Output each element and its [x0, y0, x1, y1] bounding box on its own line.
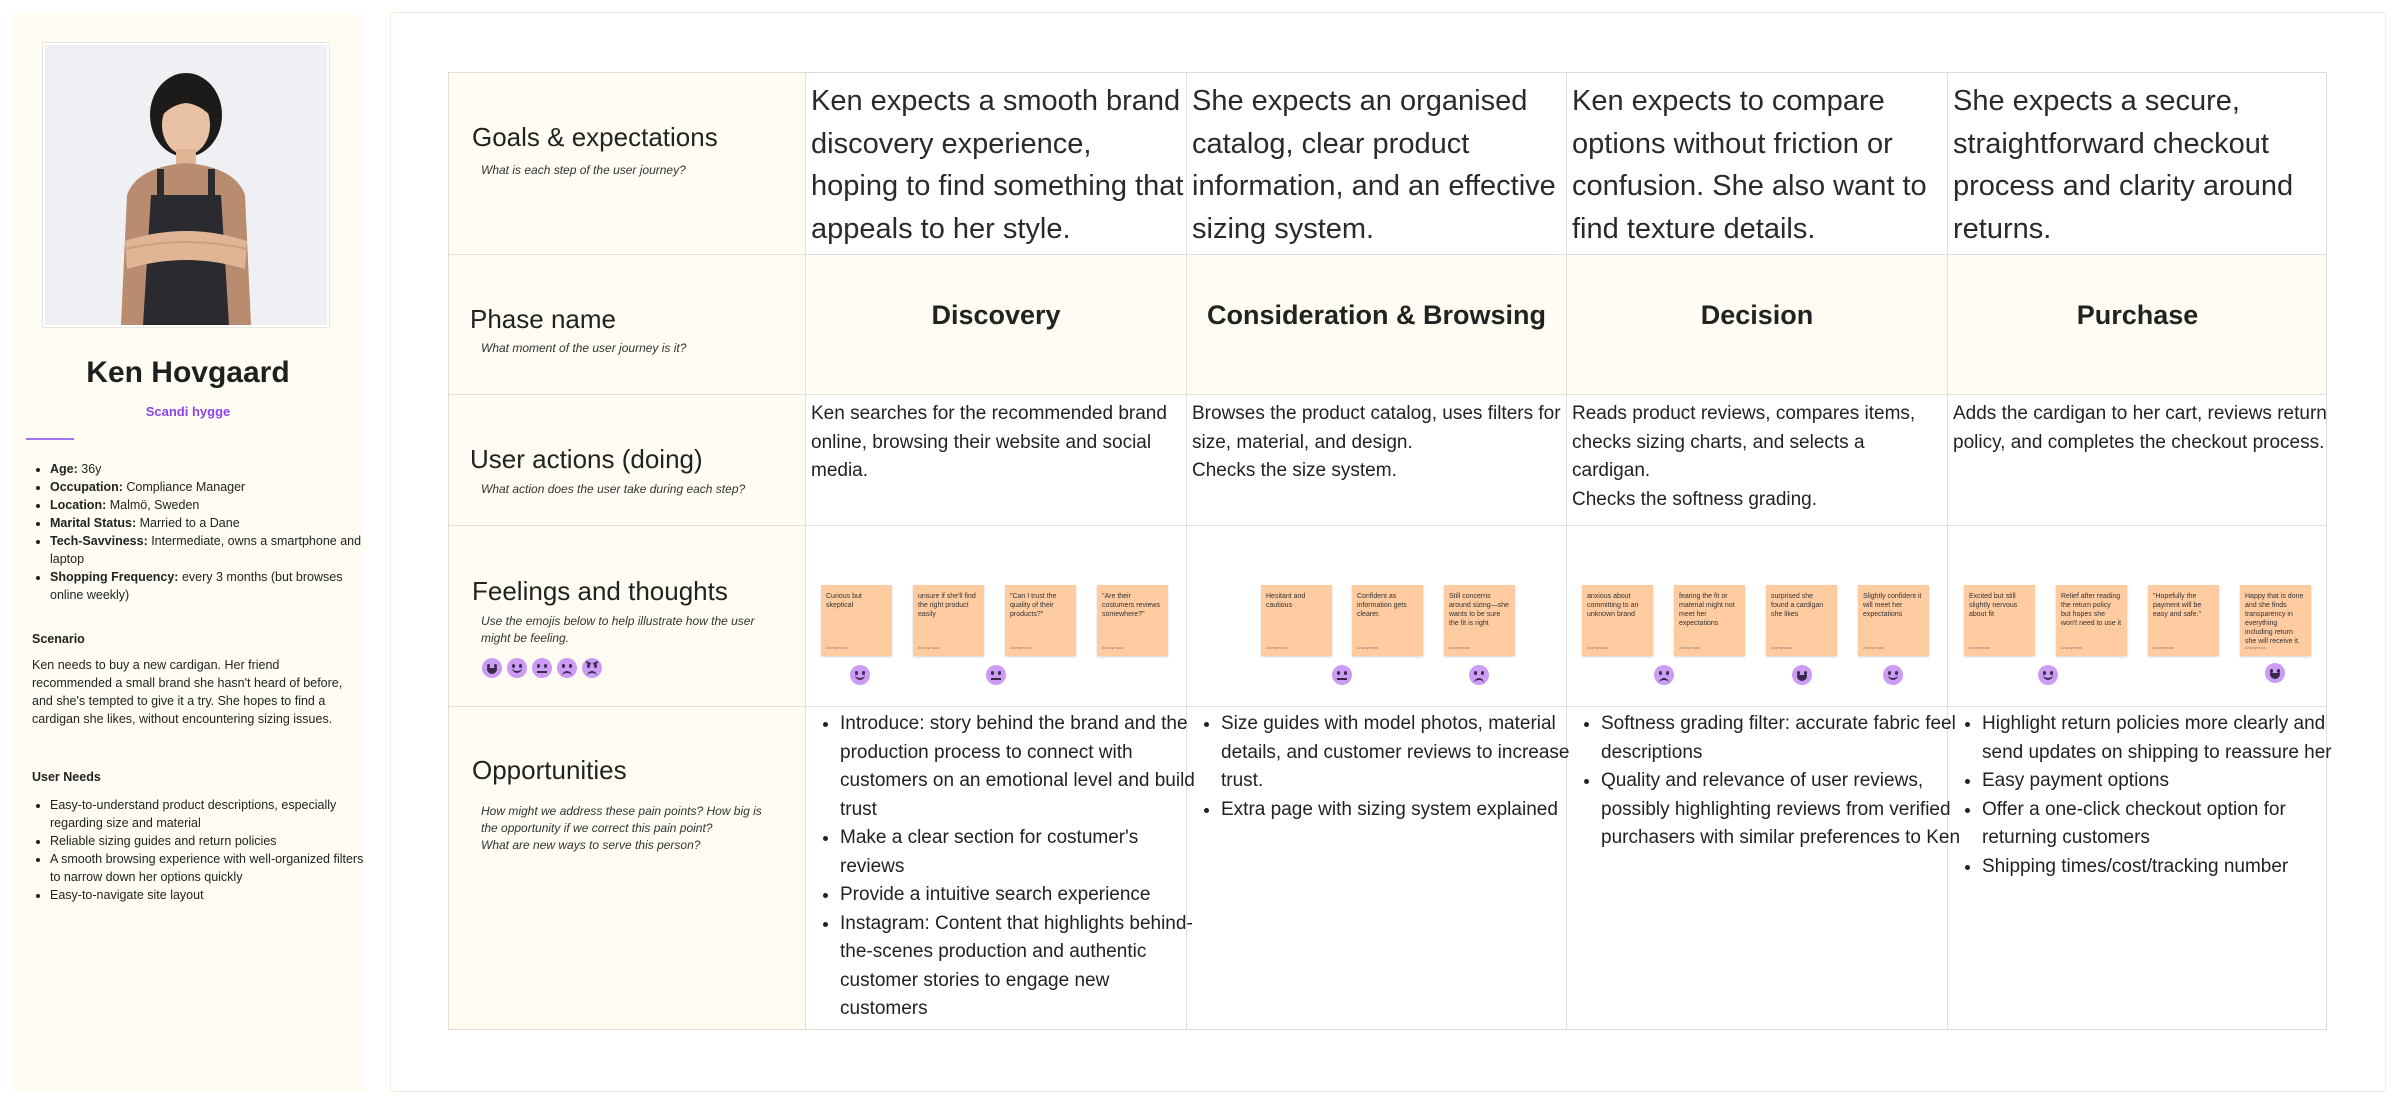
opportunities-decision: Softness grading filter: accurate fabric…: [1572, 710, 1961, 853]
opportunities-discovery: Introduce: story behind the brand and th…: [811, 710, 1200, 1024]
opportunity-item: Provide a intuitive search experience: [840, 881, 1200, 910]
goal-decision: Ken expects to compare options without f…: [1572, 85, 1927, 245]
opportunity-item: Highlight return policies more clearly a…: [1982, 710, 2342, 767]
sad-emoji-icon: [557, 658, 577, 678]
content-emoji-icon: [507, 658, 527, 678]
content-emoji-icon: [850, 665, 870, 685]
opportunity-item: Quality and relevance of user reviews, p…: [1601, 767, 1961, 853]
fact-marital-status: Marital Status: Married to a Dane: [50, 514, 370, 532]
row-title-goals: Goals & expectations: [472, 122, 718, 152]
neutral-emoji-icon: [986, 665, 1006, 685]
phase-consideration: Consideration & Browsing: [1206, 300, 1547, 330]
phase-row-band: [805, 254, 2326, 394]
goal-purchase: She expects a secure, straightforward ch…: [1953, 85, 2294, 245]
user-need-item: Reliable sizing guides and return polici…: [50, 832, 368, 850]
grid-row-divider: [448, 394, 2327, 395]
row-help-goals: What is each step of the user journey?: [481, 163, 686, 177]
persona-photo: [43, 43, 329, 327]
user-need-item: Easy-to-navigate site layout: [50, 886, 368, 904]
user-needs-list: Easy-to-understand product descriptions,…: [32, 796, 368, 904]
grid-row-divider: [448, 525, 2327, 526]
phase-decision: Decision: [1700, 300, 1814, 330]
row-title-phase: Phase name: [470, 304, 616, 334]
sticky-note: unsure if she'll find the right product …: [913, 585, 984, 656]
persona-name: Ken Hovgaard: [86, 356, 290, 389]
persona-panel: Ken Hovgaard Scandi hygge Age: 36y Occup…: [12, 14, 364, 1092]
persona-portrait-illustration: [45, 45, 327, 325]
sad-emoji-icon: [1654, 665, 1674, 685]
user-needs-heading: User Needs: [32, 770, 101, 784]
grid-col-divider: [1566, 72, 1567, 1030]
sticky-note: anxious about committing to an unknown b…: [1582, 585, 1653, 656]
fact-shopping-frequency: Shopping Frequency: every 3 months (but …: [50, 568, 370, 604]
row-title-feelings: Feelings and thoughts: [472, 576, 728, 606]
opportunity-item: Offer a one-click checkout option for re…: [1982, 796, 2342, 853]
persona-divider: [26, 438, 74, 440]
grid-row-divider: [448, 254, 2327, 255]
opportunity-item: Shipping times/cost/tracking number: [1982, 853, 2342, 882]
row-help-opportunities: How might we address these pain points? …: [481, 804, 762, 852]
content-emoji-icon: [2038, 665, 2058, 685]
happy-emoji-icon: [1792, 665, 1812, 685]
row-header-column: [449, 73, 805, 1029]
fact-age: Age: 36y: [50, 460, 370, 478]
journey-grid: [448, 72, 2327, 1030]
grid-col-divider: [1186, 72, 1187, 1030]
sticky-note: Slightly confident it will meet her expe…: [1858, 585, 1929, 656]
sticky-note: "Hopefully the payment will be easy and …: [2148, 585, 2219, 656]
sticky-note: Happy that is done and she finds transpa…: [2240, 585, 2311, 656]
row-help-feelings: Use the emojis below to help illustrate …: [481, 614, 755, 645]
sticky-note: Still concerns around sizing—she wants t…: [1444, 585, 1515, 656]
grid-row-divider: [448, 706, 2327, 707]
persona-facts: Age: 36y Occupation: Compliance Manager …: [32, 460, 370, 604]
sticky-note: Relief after reading the return policy b…: [2056, 585, 2127, 656]
sad-emoji-icon: [1469, 665, 1489, 685]
sticky-note: "Are their costumers reviews somewhere?"…: [1097, 585, 1168, 656]
opportunities-purchase: Highlight return policies more clearly a…: [1953, 710, 2342, 881]
sticky-note: "Can I trust the quality of their produc…: [1005, 585, 1076, 656]
row-help-actions: What action does the user take during ea…: [481, 482, 746, 496]
opportunity-item: Introduce: story behind the brand and th…: [840, 710, 1200, 824]
happy-emoji-icon: [482, 658, 502, 678]
happy-emoji-icon: [2265, 663, 2285, 683]
goal-discovery: Ken expects a smooth brand discovery exp…: [811, 85, 1184, 245]
opportunity-item: Easy payment options: [1982, 767, 2342, 796]
grid-col-divider: [805, 72, 806, 1030]
action-discovery: Ken searches for the recommended brand o…: [811, 403, 1167, 481]
fact-location: Location: Malmö, Sweden: [50, 496, 370, 514]
scenario-heading: Scenario: [32, 632, 85, 646]
phase-discovery: Discovery: [931, 300, 1061, 330]
goal-consideration: She expects an organised catalog, clear …: [1192, 85, 1556, 245]
neutral-emoji-icon: [532, 658, 552, 678]
fact-tech-savviness: Tech-Savviness: Intermediate, owns a sma…: [50, 532, 370, 568]
action-consideration: Browses the product catalog, uses filter…: [1192, 403, 1561, 481]
sticky-note: fearing the fit or material might not me…: [1674, 585, 1745, 656]
persona-subtitle: Scandi hygge: [145, 404, 231, 419]
sticky-note: Excited but still slightly nervous about…: [1964, 585, 2035, 656]
opportunity-item: Softness grading filter: accurate fabric…: [1601, 710, 1961, 767]
sticky-note: Hesitant and cautious Anonymous: [1261, 585, 1332, 656]
opportunity-item: Extra page with sizing system explained: [1221, 796, 1581, 825]
grid-col-divider: [1947, 72, 1948, 1030]
fact-occupation: Occupation: Compliance Manager: [50, 478, 370, 496]
sticky-note: Confident as information gets clearer. An…: [1352, 585, 1423, 656]
opportunity-item: Instagram: Content that highlights behin…: [840, 910, 1200, 1024]
opportunities-consideration: Size guides with model photos, material …: [1192, 710, 1581, 824]
row-title-actions: User actions (doing): [470, 444, 703, 474]
neutral-emoji-icon: [1332, 665, 1352, 685]
row-help-phase: What moment of the user journey is it?: [481, 341, 687, 355]
scenario-text: Ken needs to buy a new cardigan. Her fri…: [32, 658, 343, 726]
user-need-item: Easy-to-understand product descriptions,…: [50, 796, 368, 832]
opportunity-item: Size guides with model photos, material …: [1221, 710, 1581, 796]
phase-purchase: Purchase: [2076, 300, 2199, 330]
action-purchase: Adds the cardigan to her cart, reviews r…: [1953, 403, 2327, 453]
user-need-item: A smooth browsing experience with well-o…: [50, 850, 368, 886]
row-title-opportunities: Opportunities: [472, 755, 627, 785]
sticky-note: Curious but skeptical Anonymous: [821, 585, 892, 656]
angry-emoji-icon: [582, 658, 602, 678]
sticky-note: surprised she found a cardigan she likes…: [1766, 585, 1837, 656]
opportunity-item: Make a clear section for costumer's revi…: [840, 824, 1200, 881]
content-emoji-icon: [1883, 665, 1903, 685]
action-decision: Reads product reviews, compares items, c…: [1572, 403, 1916, 510]
